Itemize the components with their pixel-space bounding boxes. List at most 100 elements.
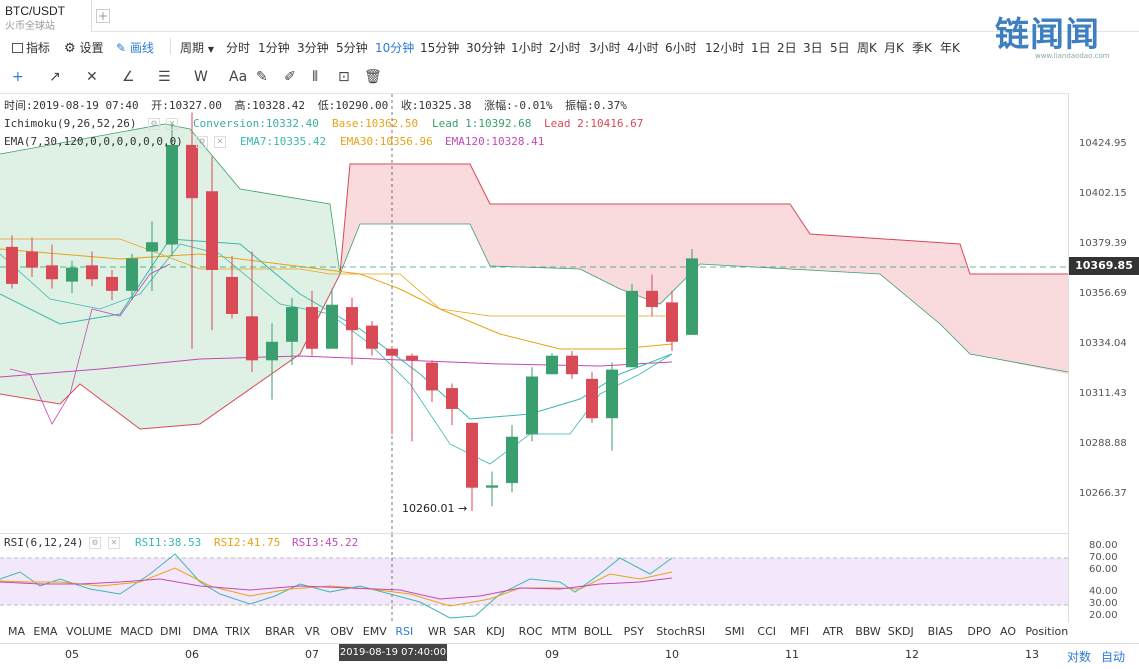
change-value: 涨幅:-0.01% [484,99,553,112]
indicator-tab[interactable]: MTM [551,625,577,638]
indicator-tab[interactable]: TRIX [225,625,251,638]
add-tab-button[interactable]: + [96,9,110,23]
ema-settings-icon[interactable]: ⚙ [196,136,208,148]
rsi-panel[interactable] [0,533,1068,624]
draw-button[interactable]: ✎ 画线 [116,39,154,56]
candle-body [566,355,578,375]
indicator-tab[interactable]: EMA [33,625,58,638]
angle-tool-icon[interactable]: ∠ [122,69,135,85]
period-15[interactable]: 3日 [803,41,823,55]
indicator-tab[interactable]: SKDJ [887,625,914,638]
indicator-tab[interactable]: MACD [120,625,154,638]
period-19[interactable]: 季K [912,41,932,55]
candle [666,290,678,352]
period-2[interactable]: 3分钟 [297,41,329,55]
period-1[interactable]: 1分钟 [258,41,290,55]
period-14[interactable]: 2日 [777,41,797,55]
indicator-tab[interactable]: StochRSI [656,625,706,638]
indicator-tab[interactable]: SMI [724,625,745,638]
period-10[interactable]: 4小时 [627,41,659,55]
period-18[interactable]: 月K [884,41,904,55]
wave-tool-icon[interactable]: W [194,69,208,85]
trash-icon[interactable]: 🗑 [364,69,382,85]
candle-body [626,290,638,368]
magnet-tool-icon[interactable]: ⦀ [312,69,319,85]
period-7[interactable]: 1小时 [511,41,543,55]
ichimoku-settings-icon[interactable]: ⚙ [148,118,160,130]
symbol-tab[interactable]: BTC/USDT 火币全球站 [0,0,92,32]
period-5[interactable]: 15分钟 [420,41,460,55]
time-axis[interactable]: 05 06 07 09 10 11 12 13 [0,643,1139,669]
indicator-tab[interactable]: BBW [855,625,881,638]
indicator-tab[interactable]: EMV [362,625,387,638]
indicator-tab[interactable]: DPO [967,625,992,638]
auto-scale-toggle[interactable]: 自动 [1101,650,1126,664]
date-tick: 07 [305,648,319,661]
candle-body [166,144,178,245]
indicator-tab[interactable]: KDJ [486,625,505,638]
ruler-tool-icon[interactable]: ✎ [256,69,268,85]
indicator-tab[interactable]: PSY [623,625,644,638]
indicator-tab[interactable]: WR [428,625,447,638]
indicator-tab[interactable]: RSI [395,625,414,638]
indicator-tab[interactable]: MA [8,625,26,638]
channel-tool-icon[interactable]: ☰ [158,69,171,85]
candle [686,249,698,335]
period-dropdown[interactable]: 周期 ▼ [180,39,214,56]
period-0[interactable]: 分时 [226,41,251,55]
drawing-toolbar: + ↗ ✕ ∠ ☰ W Aa ✎ ✐ ⦀ ⊡ 🗑 [0,63,990,93]
ema-legend: EMA(7,30,120,0,0,0,0,0,0,0) [4,135,183,148]
indicator-tab[interactable]: Position [1025,625,1069,638]
text-tool-icon[interactable]: Aa [229,69,248,85]
candle-body [686,258,698,335]
candle [286,297,298,365]
price-chart[interactable] [0,93,1069,534]
period-20[interactable]: 年K [940,41,960,55]
crosshair-tool-icon[interactable]: + [12,69,24,85]
period-3[interactable]: 5分钟 [336,41,368,55]
period-9[interactable]: 3小时 [589,41,621,55]
period-8[interactable]: 2小时 [549,41,581,55]
period-11[interactable]: 6小时 [665,41,697,55]
candle-body [66,267,78,282]
multi-line-tool-icon[interactable]: ✕ [86,69,98,85]
indicator-tab[interactable]: SAR [453,625,476,638]
period-13[interactable]: 1日 [751,41,771,55]
candle [46,244,58,289]
indicator-tab[interactable]: CCI [757,625,776,638]
ema-close-icon[interactable]: ✕ [214,136,226,148]
indicators-button[interactable]: 指标 [12,39,50,56]
candle-body [526,376,538,435]
candle-body [666,302,678,342]
ichimoku-close-icon[interactable]: ✕ [166,118,178,130]
rsi-tick: 70.00 [1089,552,1118,563]
indicator-tab[interactable]: VR [304,625,320,638]
indicator-tab[interactable]: BOLL [583,625,613,638]
indicator-tab[interactable]: BIAS [927,625,953,638]
settings-button[interactable]: ⚙ 设置 [64,39,104,56]
period-4[interactable]: 10分钟 [375,41,415,55]
indicator-tab[interactable]: ROC [518,625,543,638]
period-17[interactable]: 周K [857,41,877,55]
candle-body [446,388,458,409]
eraser-tool-icon[interactable]: ✐ [284,69,296,85]
indicator-tab[interactable]: BRAR [265,625,295,638]
indicator-tab[interactable]: DMA [192,625,219,638]
price-axis[interactable]: 10424.95 10402.15 10379.39 10356.69 10334.04… [1068,93,1139,623]
indicator-tab[interactable]: MFI [790,625,810,638]
candle-body [6,246,18,284]
rsi-close-icon[interactable]: ✕ [108,537,120,549]
indicator-tab[interactable]: AO [1000,625,1016,638]
ichimoku-base: Base:10362.50 [332,117,419,130]
trendline-tool-icon[interactable]: ↗ [49,69,61,85]
period-16[interactable]: 5日 [830,41,850,55]
lock-tool-icon[interactable]: ⊡ [338,69,350,85]
indicator-tab[interactable]: DMI [160,625,182,638]
indicator-tab[interactable]: VOLUME [66,625,113,638]
period-6[interactable]: 30分钟 [466,41,506,55]
rsi-settings-icon[interactable]: ⚙ [89,537,101,549]
period-12[interactable]: 12小时 [705,41,745,55]
indicator-tab[interactable]: OBV [330,625,354,638]
log-scale-toggle[interactable]: 对数 [1067,650,1092,664]
indicator-tab[interactable]: ATR [822,625,844,638]
